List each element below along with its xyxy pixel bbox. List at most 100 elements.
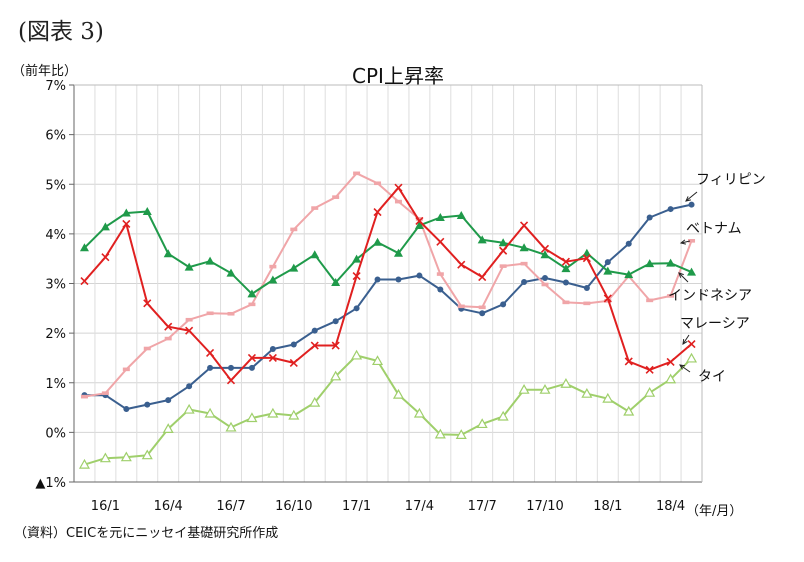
- data-point: [101, 253, 110, 262]
- series-thailand: [78, 349, 698, 469]
- data-point: [331, 341, 340, 350]
- series-label-philippines: フィリピン: [696, 172, 766, 188]
- data-point: [581, 387, 593, 398]
- data-point: [289, 358, 298, 367]
- data-point: [499, 246, 508, 255]
- leader-arrowhead: [678, 272, 684, 278]
- data-point: [666, 258, 676, 267]
- data-point: [353, 305, 360, 312]
- data-point: [476, 418, 488, 429]
- data-point: [311, 206, 319, 210]
- data-point: [665, 373, 677, 384]
- data-point: [416, 272, 423, 279]
- data-point: [164, 336, 172, 341]
- data-point: [226, 376, 236, 385]
- data-point: [80, 394, 88, 399]
- data-point: [290, 341, 297, 348]
- data-point: [78, 458, 90, 469]
- x-tick-label: 18/1: [593, 499, 622, 514]
- leader-line: [685, 191, 698, 202]
- data-point: [561, 264, 571, 273]
- data-point: [269, 264, 277, 269]
- data-point: [539, 383, 551, 394]
- y-tick-label: 5%: [45, 178, 66, 193]
- data-point: [205, 256, 215, 265]
- data-point: [394, 199, 402, 204]
- data-point: [562, 300, 570, 305]
- y-tick-label: 1%: [45, 377, 66, 392]
- data-point: [415, 217, 423, 221]
- data-point: [269, 346, 276, 353]
- series-label-malaysia: マレーシア: [680, 316, 750, 332]
- data-point: [562, 279, 569, 286]
- data-point: [395, 276, 402, 283]
- data-point: [542, 275, 548, 282]
- data-point: [583, 301, 591, 306]
- data-point: [393, 248, 403, 257]
- data-point: [477, 235, 487, 244]
- data-point: [141, 449, 153, 460]
- x-tick-label: 17/1: [342, 499, 371, 514]
- data-point: [332, 195, 340, 199]
- data-point: [624, 357, 633, 366]
- leader-line: [678, 272, 689, 283]
- data-point: [184, 262, 194, 271]
- y-tick-labels: ▲1% 0% 1% 2% 3% 4% 5% 6% 7%: [35, 79, 66, 491]
- data-point: [144, 401, 151, 408]
- data-point: [374, 276, 381, 283]
- data-point: [206, 348, 215, 358]
- data-point: [225, 421, 237, 432]
- series-indonesia: [79, 207, 697, 298]
- data-point: [247, 289, 257, 298]
- data-point: [413, 407, 425, 418]
- data-point: [394, 183, 403, 192]
- data-point: [143, 299, 152, 308]
- y-tick-label: 2%: [45, 327, 66, 342]
- data-point: [185, 326, 194, 335]
- data-point: [183, 403, 195, 414]
- data-point: [79, 243, 89, 252]
- data-point: [667, 294, 675, 298]
- series-malaysia: [80, 183, 696, 385]
- data-point: [520, 261, 528, 266]
- data-point: [268, 275, 278, 284]
- series-vietnam: [80, 171, 696, 399]
- data-point: [226, 268, 236, 277]
- data-point: [686, 352, 698, 363]
- leader-arrowhead: [685, 196, 691, 202]
- data-point: [373, 237, 383, 246]
- data-point: [666, 357, 675, 366]
- x-tick-labels: 16/1 16/4 16/7 16/10 17/1 17/4 17/7 17/10 18/1 18…: [91, 499, 685, 514]
- figure-label: (図表 3): [18, 19, 104, 45]
- y-tick-label: 3%: [45, 278, 66, 293]
- x-tick-label: 17/10: [526, 499, 563, 514]
- data-point: [541, 282, 549, 287]
- x-axis-unit-label: （年/月）: [686, 504, 743, 519]
- data-point: [123, 406, 130, 413]
- data-point: [623, 405, 635, 416]
- data-point: [624, 270, 634, 279]
- y-tick-label: ▲1%: [35, 476, 66, 491]
- data-point: [289, 263, 299, 272]
- data-point: [247, 353, 256, 363]
- data-point: [436, 272, 444, 276]
- data-point: [310, 341, 319, 350]
- x-tick-label: 18/4: [656, 499, 685, 514]
- data-point: [122, 219, 131, 229]
- data-point: [414, 220, 424, 229]
- data-point: [667, 206, 674, 213]
- data-point: [645, 365, 654, 374]
- data-point: [122, 367, 130, 372]
- data-point: [267, 407, 279, 418]
- data-point: [143, 346, 151, 351]
- series-philippines: [81, 201, 695, 413]
- y-tick-label: 0%: [45, 426, 66, 441]
- data-point: [353, 171, 361, 176]
- data-point: [457, 304, 465, 309]
- data-point: [687, 267, 697, 276]
- data-point: [204, 407, 216, 418]
- data-point: [164, 322, 173, 331]
- data-point: [228, 364, 234, 371]
- data-point: [436, 237, 445, 246]
